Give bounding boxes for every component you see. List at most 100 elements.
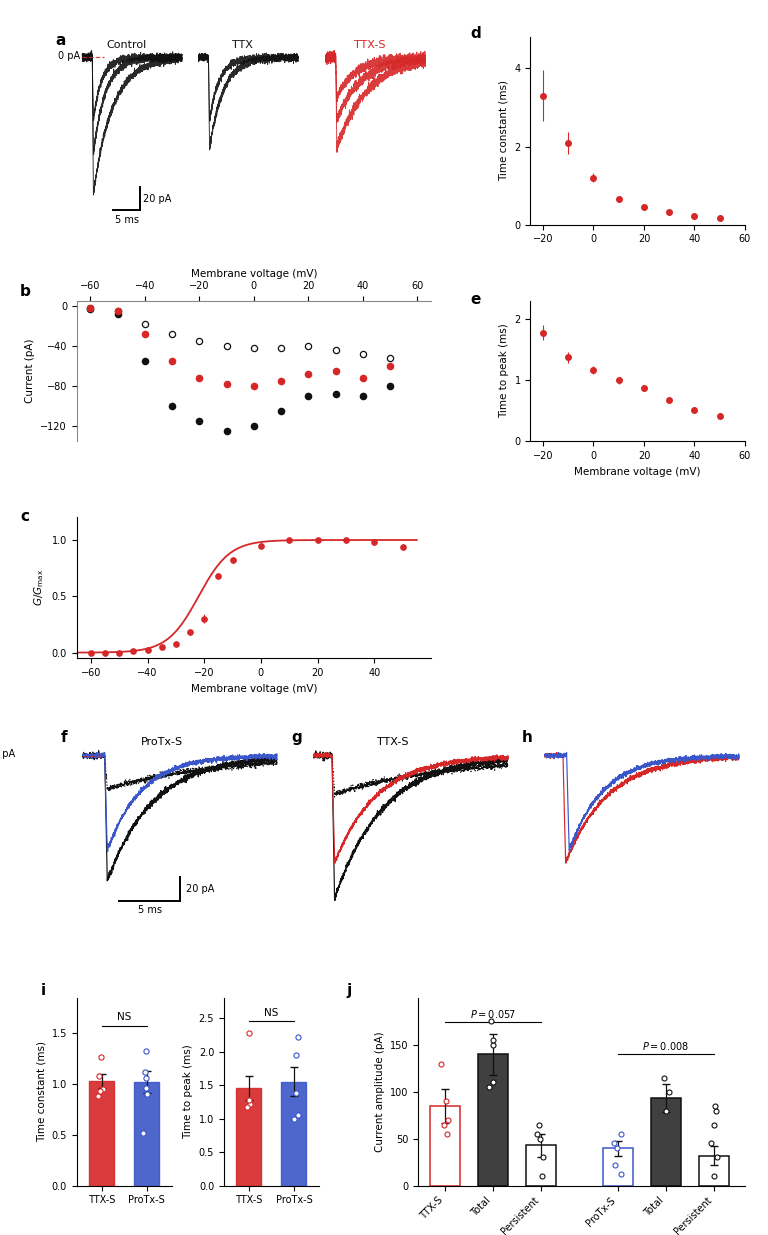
Point xyxy=(94,1082,106,1102)
Point xyxy=(663,1082,675,1102)
Y-axis label: Time to peak (ms): Time to peak (ms) xyxy=(499,324,509,419)
Text: $P = 0.008$: $P = 0.008$ xyxy=(642,1040,689,1052)
Y-axis label: Time constant (ms): Time constant (ms) xyxy=(499,80,509,182)
Point xyxy=(292,1105,304,1125)
Point xyxy=(615,1124,627,1144)
Point xyxy=(356,345,369,364)
Point xyxy=(487,1035,499,1055)
Point xyxy=(660,1100,673,1120)
Point xyxy=(141,1041,153,1061)
Point xyxy=(140,1068,152,1088)
Point xyxy=(708,1115,720,1135)
Point xyxy=(248,377,260,396)
Point xyxy=(91,1087,104,1107)
Text: 0 pA: 0 pA xyxy=(58,51,80,61)
Point xyxy=(536,1166,548,1186)
Text: NS: NS xyxy=(117,1013,131,1023)
Text: Control: Control xyxy=(107,41,147,51)
Point xyxy=(302,387,314,406)
Point xyxy=(533,1115,545,1135)
Point xyxy=(166,324,178,343)
Point xyxy=(440,1092,452,1112)
Bar xyxy=(603,1149,633,1186)
Point xyxy=(194,368,206,388)
Bar xyxy=(650,1098,680,1186)
Point xyxy=(243,1023,255,1042)
Text: g: g xyxy=(291,730,302,746)
Point xyxy=(139,1062,151,1082)
Point xyxy=(141,1084,154,1104)
Point xyxy=(657,1068,670,1088)
Point xyxy=(194,411,206,431)
Point xyxy=(275,372,287,391)
Point xyxy=(243,1091,255,1110)
Point xyxy=(137,1123,149,1142)
Point xyxy=(705,1134,717,1153)
Text: i: i xyxy=(41,983,46,998)
Point xyxy=(537,1147,549,1167)
Point xyxy=(275,338,287,358)
Point xyxy=(710,1147,723,1167)
Point xyxy=(141,1078,153,1098)
Point xyxy=(329,361,342,380)
Bar xyxy=(526,1145,556,1186)
Point xyxy=(84,298,97,317)
Point xyxy=(290,1045,302,1065)
Point xyxy=(111,304,124,324)
Y-axis label: Current (pA): Current (pA) xyxy=(25,338,35,404)
Point xyxy=(435,1053,448,1073)
Bar xyxy=(89,1081,114,1186)
Text: b: b xyxy=(20,284,31,299)
Y-axis label: $G/G_{\mathrm{max}}$: $G/G_{\mathrm{max}}$ xyxy=(32,569,46,606)
Point xyxy=(611,1139,624,1158)
Bar xyxy=(430,1105,459,1186)
Point xyxy=(329,384,342,404)
Text: 20 pA: 20 pA xyxy=(143,194,171,204)
X-axis label: Membrane voltage (mV): Membrane voltage (mV) xyxy=(190,269,317,279)
Text: h: h xyxy=(522,730,533,746)
Point xyxy=(166,351,178,370)
Point xyxy=(220,421,233,441)
Point xyxy=(329,340,342,359)
Text: ProTx-S: ProTx-S xyxy=(141,737,183,747)
Y-axis label: Current amplitude (pA): Current amplitude (pA) xyxy=(375,1031,385,1152)
Point xyxy=(483,1077,495,1097)
Bar xyxy=(134,1082,159,1186)
Point xyxy=(248,416,260,436)
Point xyxy=(441,1124,453,1144)
Point xyxy=(244,1094,257,1114)
Point xyxy=(485,1011,497,1031)
Bar xyxy=(282,1082,306,1186)
Point xyxy=(292,1028,304,1047)
Text: 20 pA: 20 pA xyxy=(186,884,214,894)
Point xyxy=(384,356,396,375)
Point xyxy=(194,331,206,351)
Point xyxy=(438,1115,450,1135)
Text: e: e xyxy=(470,293,481,308)
Point xyxy=(111,301,124,321)
Bar xyxy=(478,1055,508,1186)
Point xyxy=(166,396,178,416)
Point xyxy=(241,1097,253,1116)
Text: 0 pA: 0 pA xyxy=(0,750,15,760)
Point xyxy=(288,1109,300,1129)
Point xyxy=(531,1124,544,1144)
Point xyxy=(614,1165,627,1184)
Bar xyxy=(237,1088,261,1186)
Point xyxy=(139,314,151,333)
Point xyxy=(710,1100,722,1120)
Point xyxy=(93,1066,105,1086)
Y-axis label: Time to peak (ms): Time to peak (ms) xyxy=(183,1045,193,1139)
Point xyxy=(139,324,151,343)
Point xyxy=(709,1095,721,1115)
Point xyxy=(302,336,314,356)
Point xyxy=(248,338,260,358)
Point xyxy=(487,1072,499,1092)
X-axis label: Membrane voltage (mV): Membrane voltage (mV) xyxy=(190,683,317,694)
Point xyxy=(84,299,97,319)
Text: TTX-S: TTX-S xyxy=(354,41,386,51)
Point xyxy=(94,1047,107,1067)
Text: c: c xyxy=(20,509,29,524)
Point xyxy=(534,1129,546,1149)
Point xyxy=(220,336,233,356)
